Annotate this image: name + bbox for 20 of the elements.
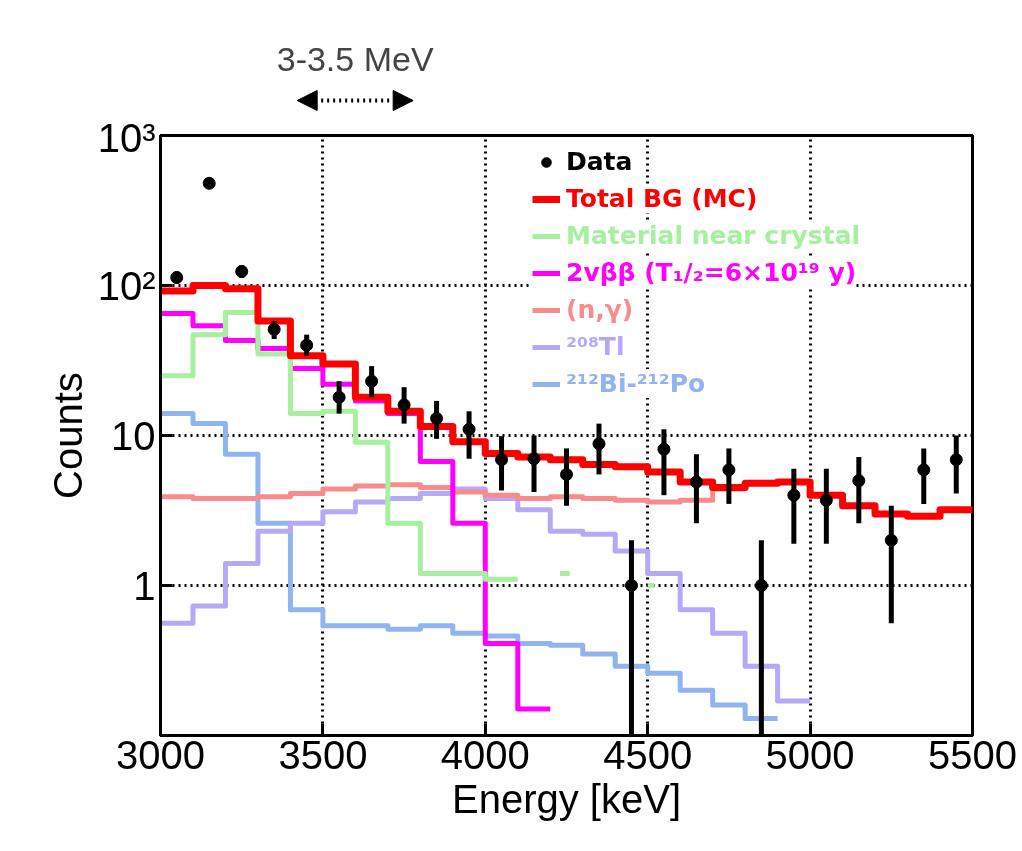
y-tick-label: 10³ — [97, 115, 156, 160]
legend-label: Material near crystal — [566, 221, 861, 250]
legend-label: Total BG (MC) — [566, 184, 758, 213]
legend-label: ²¹²Bi-²¹²Po — [566, 369, 706, 398]
x-axis-title: Energy [keV] — [452, 776, 682, 821]
legend-label: 2vββ (T₁/₂=6×10¹⁹ y) — [566, 258, 857, 287]
x-tick-label: 3000 — [116, 732, 205, 777]
x-tick-label: 4000 — [440, 732, 530, 777]
y-tick-label: 10² — [97, 263, 156, 308]
legend-label: ²⁰⁸Tl — [566, 332, 625, 361]
legend-label: Data — [566, 147, 633, 176]
x-tick-label: 5000 — [765, 732, 855, 777]
x-tick-label: 4500 — [603, 732, 693, 777]
x-tick-label: 3500 — [278, 732, 368, 777]
y-tick-label: 1 — [133, 563, 156, 608]
x-tick-label: 5500 — [928, 732, 1017, 777]
y-axis-title: Counts — [45, 372, 90, 499]
legend-label: (n,γ) — [566, 295, 634, 324]
y-tick-label: 10 — [111, 413, 156, 458]
text: 3-3.5 MeV — [276, 39, 434, 78]
